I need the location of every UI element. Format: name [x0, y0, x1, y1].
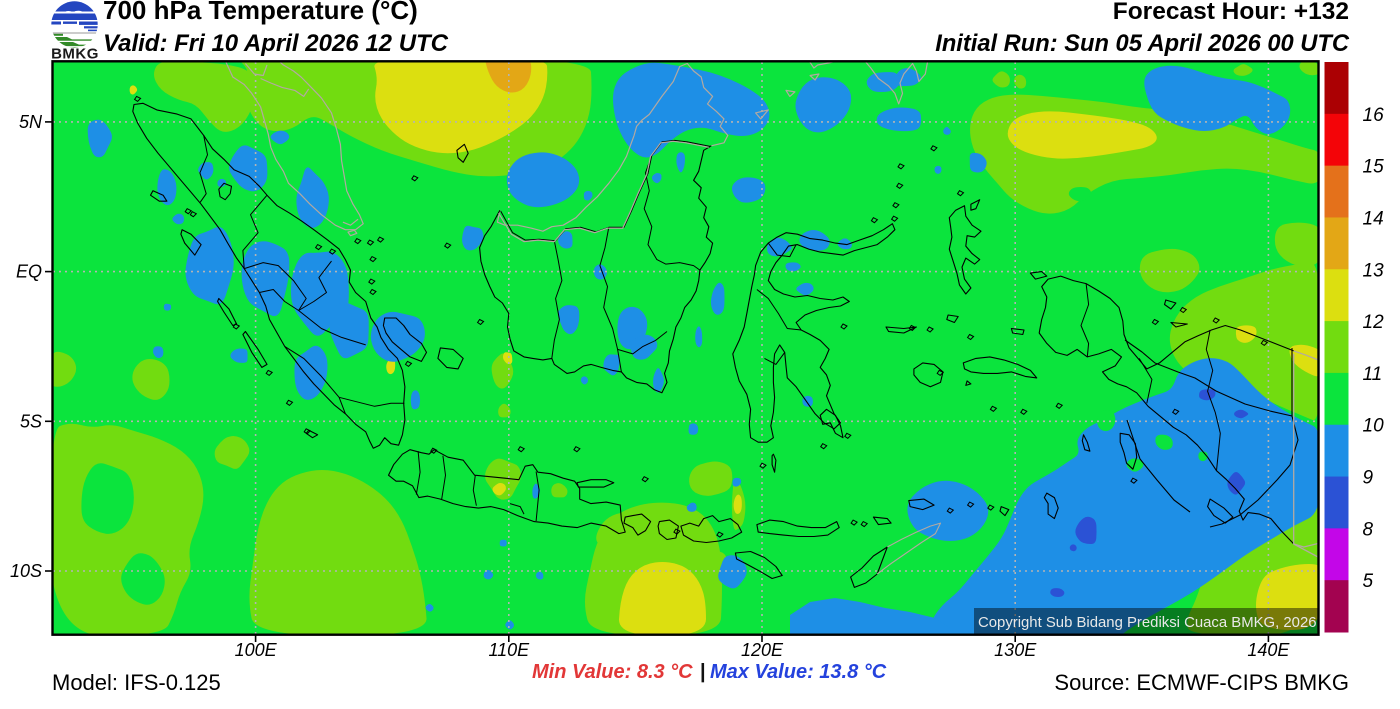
- svg-text:5S: 5S: [20, 411, 42, 431]
- svg-text:8: 8: [1363, 519, 1374, 540]
- svg-text:10: 10: [1363, 416, 1385, 437]
- svg-text:BMKG: BMKG: [51, 46, 99, 63]
- svg-text:11: 11: [1363, 364, 1383, 385]
- svg-text:140E: 140E: [1247, 640, 1290, 660]
- svg-text:Forecast Hour: +132: Forecast Hour: +132: [1113, 0, 1349, 25]
- svg-text:120E: 120E: [741, 640, 784, 660]
- svg-text:13: 13: [1363, 260, 1385, 281]
- svg-text:5: 5: [1363, 571, 1374, 592]
- svg-text:700 hPa Temperature (°C): 700 hPa Temperature (°C): [103, 0, 418, 25]
- svg-text:100E: 100E: [235, 640, 278, 660]
- svg-text:Initial Run: Sun 05 April 2026: Initial Run: Sun 05 April 2026 00 UTC: [935, 31, 1350, 57]
- svg-text:12: 12: [1363, 312, 1385, 333]
- svg-text:Max Value: 13.8 °C: Max Value: 13.8 °C: [710, 661, 887, 683]
- svg-text:Source: ECMWF-CIPS BMKG: Source: ECMWF-CIPS BMKG: [1054, 670, 1349, 695]
- svg-text:110E: 110E: [488, 640, 530, 660]
- svg-text:EQ: EQ: [16, 262, 42, 282]
- svg-text:16: 16: [1363, 105, 1385, 126]
- svg-text:Copyright Sub Bidang Prediksi: Copyright Sub Bidang Prediksi Cuaca BMKG…: [978, 615, 1317, 631]
- svg-text:Model: IFS-0.125: Model: IFS-0.125: [52, 670, 221, 695]
- svg-text:Min Value: 8.3 °C: Min Value: 8.3 °C: [532, 661, 693, 683]
- svg-text:10S: 10S: [10, 561, 42, 581]
- svg-text:9: 9: [1363, 468, 1374, 489]
- svg-text:|: |: [700, 661, 706, 683]
- svg-text:130E: 130E: [994, 640, 1037, 660]
- svg-text:5N: 5N: [19, 112, 43, 132]
- svg-text:15: 15: [1363, 157, 1385, 178]
- svg-text:14: 14: [1363, 209, 1384, 230]
- svg-text:Valid: Fri 10 April 2026 12 UT: Valid: Fri 10 April 2026 12 UTC: [103, 30, 449, 57]
